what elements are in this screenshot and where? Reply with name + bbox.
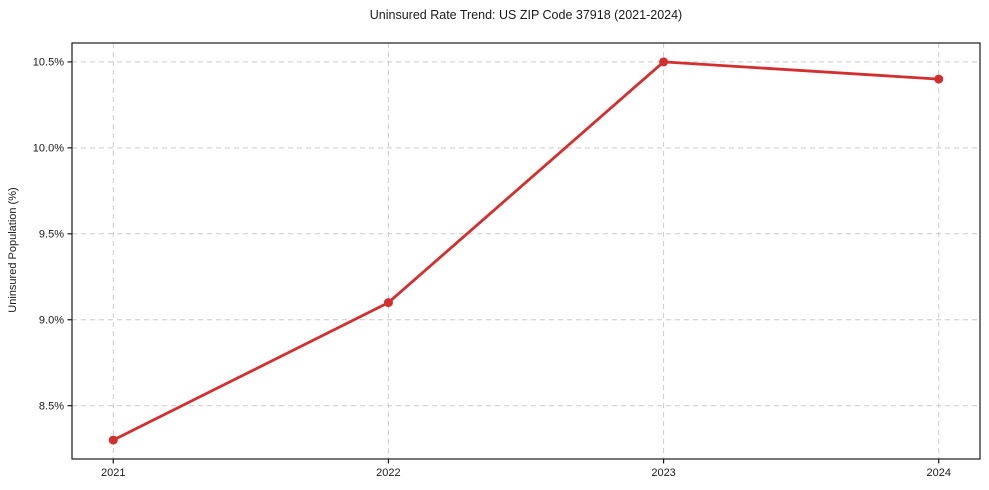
y-tick-label: 10.5% [33,57,64,69]
data-point [108,435,118,445]
data-point [659,57,669,67]
plot-border [71,42,981,460]
x-tick-label: 2024 [926,467,950,479]
data-line [111,60,941,442]
x-tick-label: 2021 [101,467,125,479]
y-tick-label: 8.5% [39,401,64,413]
y-tick-label: 10.0% [33,143,64,155]
data-point [383,298,393,308]
y-tick-label: 9.0% [39,315,64,327]
x-tick-label: 2022 [376,467,400,479]
data-point [934,74,944,84]
x-tick-label: 2023 [651,467,675,479]
chart-title: Uninsured Rate Trend: US ZIP Code 37918 … [369,8,683,22]
y-tick-label: 9.5% [39,229,64,241]
